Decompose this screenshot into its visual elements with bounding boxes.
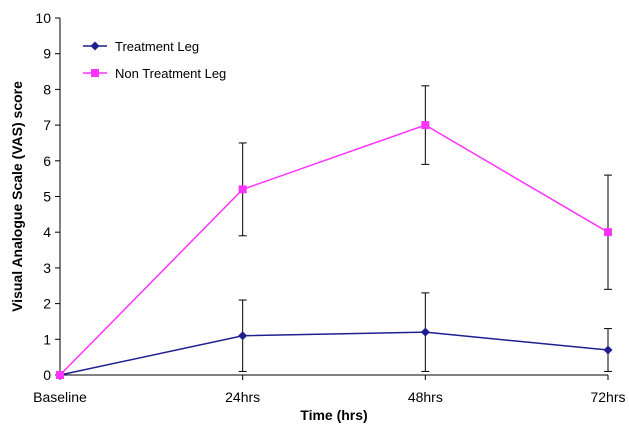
y-tick-label: 5 <box>43 189 51 205</box>
y-tick-label: 9 <box>43 46 51 62</box>
y-tick-label: 10 <box>35 10 51 26</box>
series-treatment-leg <box>55 292 613 380</box>
x-tick-label: Baseline <box>33 389 87 405</box>
x-axis-title: Time (hrs) <box>300 407 367 423</box>
y-tick-label: 8 <box>43 81 51 97</box>
x-tick-label: 72hrs <box>590 389 625 405</box>
y-tick-label: 7 <box>43 117 51 133</box>
y-tick-label: 0 <box>43 367 51 383</box>
legend: Treatment Leg Non Treatment Leg <box>83 39 226 81</box>
series-non-treatment-leg <box>56 85 612 379</box>
x-tick-label: 48hrs <box>408 389 443 405</box>
series-line <box>59 124 609 376</box>
y-axis-title: Visual Analogue Scale (VAS) score <box>9 81 25 312</box>
data-point-square <box>421 121 430 130</box>
y-tick-label: 3 <box>43 260 51 276</box>
series-layer <box>55 85 613 380</box>
data-point-square <box>56 371 64 379</box>
data-point-diamond <box>603 345 613 355</box>
data-point-square <box>238 185 247 194</box>
x-axis-ticks: Baseline 24hrs 48hrs 72hrs <box>33 375 626 405</box>
legend-marker-square <box>91 69 99 77</box>
legend-label: Treatment Leg <box>115 39 199 54</box>
y-axis-ticks: 0 1 2 3 4 5 6 7 8 9 10 <box>35 10 60 383</box>
y-tick-label: 1 <box>43 331 51 347</box>
y-tick-label: 6 <box>43 153 51 169</box>
legend-marker-diamond <box>90 41 100 51</box>
y-tick-label: 2 <box>43 296 51 312</box>
legend-label: Non Treatment Leg <box>115 66 226 81</box>
series-line <box>59 331 609 376</box>
y-tick-label: 4 <box>43 224 51 240</box>
data-point-diamond <box>238 331 248 341</box>
data-point-square <box>604 228 612 237</box>
data-point-diamond <box>420 327 430 337</box>
x-tick-label: 24hrs <box>225 389 260 405</box>
